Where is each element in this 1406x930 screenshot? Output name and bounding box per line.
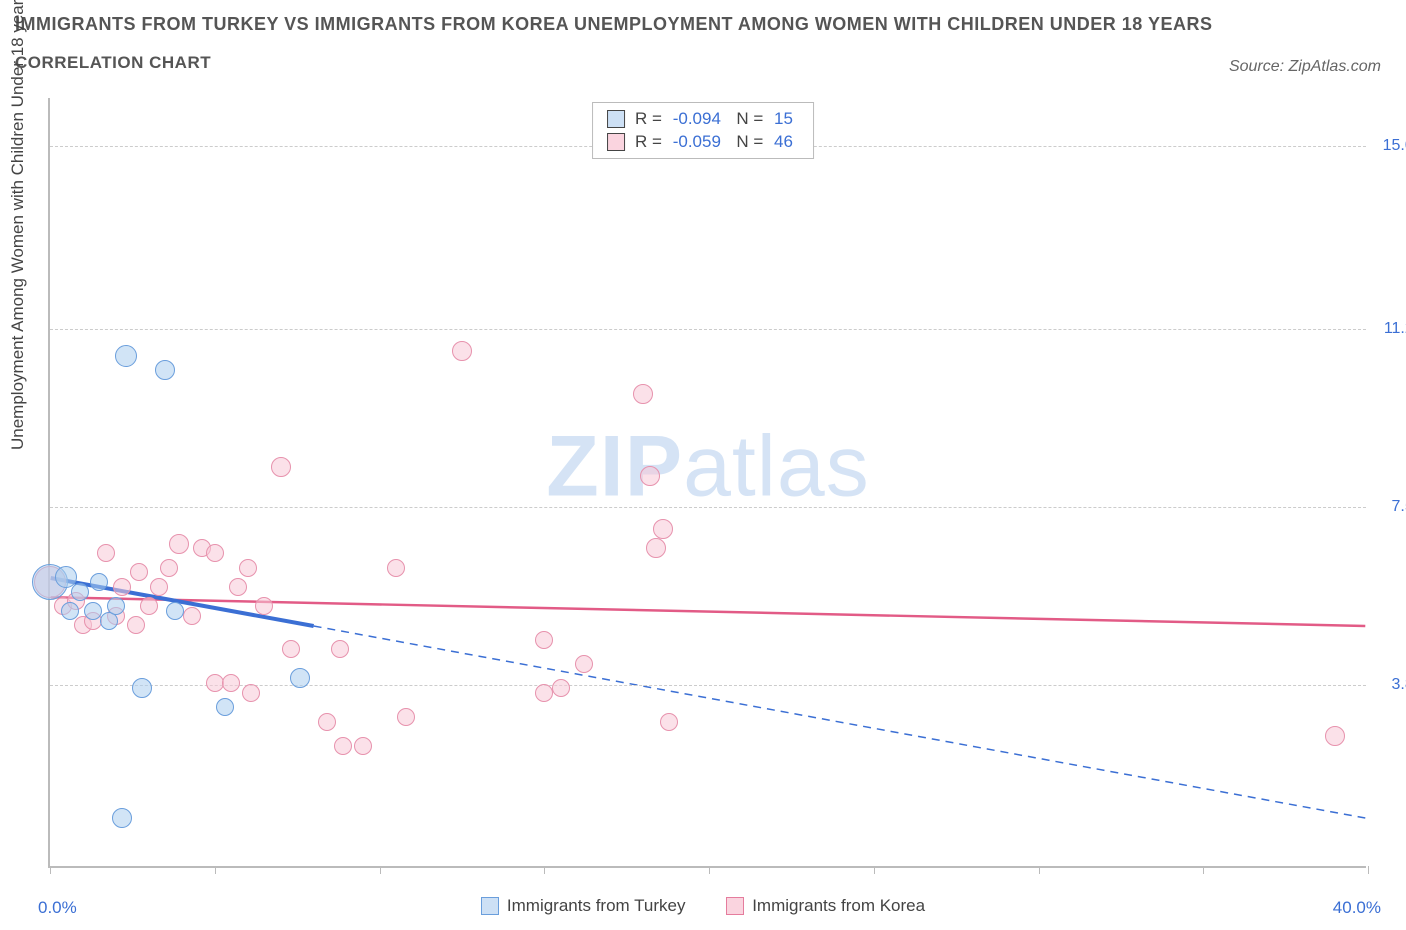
scatter-point-turkey	[61, 602, 79, 620]
scatter-point-korea	[633, 384, 653, 404]
scatter-point-turkey	[112, 808, 132, 828]
gridline	[50, 329, 1366, 330]
x-tick	[1203, 866, 1204, 874]
scatter-point-turkey	[290, 668, 310, 688]
x-tick	[709, 866, 710, 874]
x-tick	[874, 866, 875, 874]
scatter-point-turkey	[155, 360, 175, 380]
scatter-point-korea	[271, 457, 291, 477]
scatter-point-korea	[130, 563, 148, 581]
scatter-point-korea	[229, 578, 247, 596]
chart-title-line1: IMMIGRANTS FROM TURKEY VS IMMIGRANTS FRO…	[15, 14, 1386, 35]
scatter-point-korea	[127, 616, 145, 634]
legend-swatch-blue	[481, 897, 499, 915]
stats-row-series-a: R = -0.094 N = 15	[607, 109, 799, 129]
scatter-point-korea	[150, 578, 168, 596]
x-tick	[544, 866, 545, 874]
y-tick-label: 7.5%	[1392, 498, 1406, 516]
scatter-point-korea	[653, 519, 673, 539]
scatter-point-korea	[575, 655, 593, 673]
scatter-point-korea	[160, 559, 178, 577]
stats-legend-box: R = -0.094 N = 15 R = -0.059 N = 46	[592, 102, 814, 159]
scatter-point-korea	[552, 679, 570, 697]
scatter-point-turkey	[166, 602, 184, 620]
scatter-point-korea	[397, 708, 415, 726]
scatter-point-turkey	[71, 583, 89, 601]
scatter-point-turkey	[216, 698, 234, 716]
scatter-point-korea	[97, 544, 115, 562]
legend-item-series-a: Immigrants from Turkey	[481, 896, 686, 916]
gridline	[50, 507, 1366, 508]
legend-label-series-b: Immigrants from Korea	[752, 896, 925, 916]
chart-title-line2: CORRELATION CHART	[15, 53, 1386, 73]
stats-row-series-b: R = -0.059 N = 46	[607, 132, 799, 152]
trend-lines	[50, 98, 1366, 866]
scatter-point-turkey	[132, 678, 152, 698]
x-tick	[1368, 866, 1369, 874]
y-tick-label: 15.0%	[1383, 137, 1406, 155]
scatter-point-korea	[387, 559, 405, 577]
scatter-point-korea	[331, 640, 349, 658]
x-tick	[215, 866, 216, 874]
y-tick-label: 3.8%	[1392, 676, 1406, 694]
source-attribution: Source: ZipAtlas.com	[1229, 58, 1381, 76]
scatter-point-korea	[535, 684, 553, 702]
scatter-point-korea	[1325, 726, 1345, 746]
scatter-point-korea	[113, 578, 131, 596]
scatter-point-korea	[206, 674, 224, 692]
scatter-point-korea	[318, 713, 336, 731]
x-tick	[1039, 866, 1040, 874]
scatter-point-korea	[535, 631, 553, 649]
x-tick	[380, 866, 381, 874]
scatter-point-korea	[640, 466, 660, 486]
scatter-point-korea	[646, 538, 666, 558]
scatter-point-korea	[242, 684, 260, 702]
y-tick-label: 11.2%	[1384, 320, 1406, 338]
stats-swatch-pink	[607, 133, 625, 151]
legend-item-series-b: Immigrants from Korea	[726, 896, 925, 916]
bottom-legend: Immigrants from Turkey Immigrants from K…	[0, 896, 1406, 920]
scatter-point-korea	[255, 597, 273, 615]
scatter-point-korea	[222, 674, 240, 692]
scatter-point-turkey	[90, 573, 108, 591]
scatter-point-korea	[282, 640, 300, 658]
scatter-point-korea	[206, 544, 224, 562]
scatter-point-korea	[140, 597, 158, 615]
scatter-point-turkey	[107, 597, 125, 615]
scatter-point-korea	[169, 534, 189, 554]
legend-swatch-pink	[726, 897, 744, 915]
x-tick	[50, 866, 51, 874]
scatter-point-korea	[183, 607, 201, 625]
y-axis-label: Unemployment Among Women with Children U…	[8, 0, 28, 450]
stats-swatch-blue	[607, 110, 625, 128]
scatter-point-turkey	[84, 602, 102, 620]
scatter-point-korea	[239, 559, 257, 577]
scatter-point-korea	[452, 341, 472, 361]
plot-area: ZIPatlas 3.8%7.5%11.2%15.0%	[48, 98, 1366, 868]
watermark: ZIPatlas	[546, 417, 869, 516]
legend-label-series-a: Immigrants from Turkey	[507, 896, 686, 916]
scatter-point-turkey	[115, 345, 137, 367]
scatter-point-korea	[334, 737, 352, 755]
scatter-point-korea	[660, 713, 678, 731]
scatter-point-korea	[354, 737, 372, 755]
